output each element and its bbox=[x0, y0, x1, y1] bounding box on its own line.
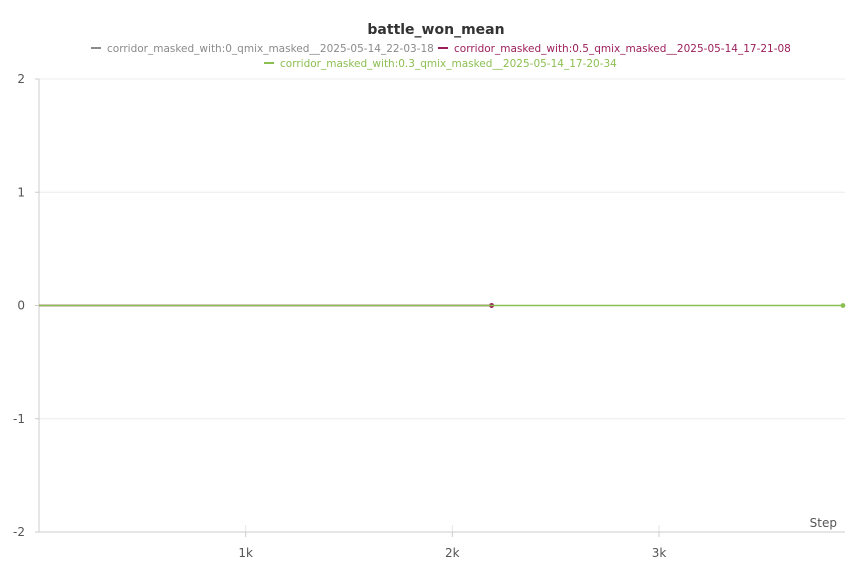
y-tick-label: 2 bbox=[17, 72, 25, 86]
series-lines bbox=[39, 303, 846, 308]
y-tick-label: 1 bbox=[17, 185, 25, 199]
legend-item[interactable]: corridor_masked_with:0.5_qmix_masked__20… bbox=[438, 43, 791, 55]
legend-label-series-1: corridor_masked_with:0.5_qmix_masked__20… bbox=[454, 43, 791, 55]
x-tick-label: 1k bbox=[238, 546, 253, 560]
x-axis-label: Step bbox=[810, 516, 837, 530]
chart-title: battle_won_mean bbox=[367, 22, 504, 38]
legend-item[interactable]: corridor_masked_with:0.3_qmix_masked__20… bbox=[264, 58, 617, 70]
x-tick-label: 2k bbox=[445, 546, 460, 560]
legend-item[interactable]: corridor_masked_with:0_qmix_masked__2025… bbox=[91, 43, 434, 55]
legend-label-series-0: corridor_masked_with:0_qmix_masked__2025… bbox=[107, 43, 434, 55]
y-tick-label: -2 bbox=[13, 525, 25, 539]
x-tick-label: 3k bbox=[652, 546, 667, 560]
legend: corridor_masked_with:0_qmix_masked__2025… bbox=[91, 43, 791, 70]
y-axis-ticks: 2 1 0 -1 -2 bbox=[13, 72, 39, 539]
legend-label-series-2: corridor_masked_with:0.3_qmix_masked__20… bbox=[280, 58, 617, 70]
x-axis-ticks: 1k 2k 3k bbox=[238, 532, 666, 560]
series-endpoint-2 bbox=[840, 303, 846, 308]
y-tick-label: 0 bbox=[17, 299, 25, 313]
y-tick-label: -1 bbox=[13, 412, 25, 426]
